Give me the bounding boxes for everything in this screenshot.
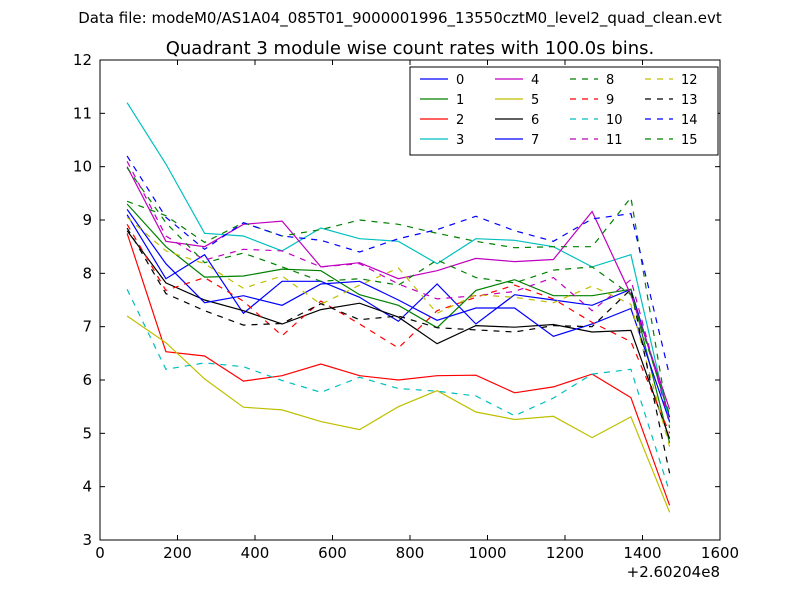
legend-label-2: 2 — [456, 113, 464, 128]
series-line-13 — [126, 227, 671, 474]
series-line-15 — [126, 167, 671, 415]
series-line-1 — [126, 203, 671, 444]
x-tick-label: 400 — [241, 544, 270, 562]
series-line-6 — [126, 230, 671, 439]
y-tick-label: 6 — [82, 371, 92, 389]
x-tick-label: 1400 — [623, 544, 661, 562]
series-lines — [126, 102, 671, 513]
legend-label-9: 9 — [606, 93, 614, 108]
series-line-7 — [126, 208, 671, 422]
y-tick-label: 7 — [82, 318, 92, 336]
y-tick-label: 12 — [73, 51, 92, 69]
x-offset-label: +2.60204e8 — [627, 563, 720, 581]
x-tick-label: 600 — [318, 544, 347, 562]
series-line-10 — [126, 289, 671, 493]
series-line-0 — [126, 214, 671, 418]
legend-label-3: 3 — [456, 133, 464, 148]
series-line-2 — [126, 233, 671, 506]
legend-label-10: 10 — [606, 113, 623, 128]
series-line-11 — [126, 161, 671, 423]
legend-label-13: 13 — [681, 93, 698, 108]
x-tick-label: 0 — [95, 544, 105, 562]
x-tick-label: 1000 — [468, 544, 506, 562]
x-tick-label: 1600 — [701, 544, 739, 562]
series-line-8 — [126, 196, 671, 429]
legend-box — [409, 66, 719, 156]
y-tick-label: 3 — [82, 531, 92, 549]
legend-label-14: 14 — [681, 113, 698, 128]
y-tick-label: 11 — [73, 104, 92, 122]
y-tick-label: 8 — [82, 264, 92, 282]
legend-label-1: 1 — [456, 93, 464, 108]
series-line-9 — [126, 223, 671, 434]
y-tick-label: 10 — [73, 158, 92, 176]
series-line-5 — [126, 315, 671, 513]
x-tick-label: 1200 — [546, 544, 584, 562]
y-tick-label: 9 — [82, 211, 92, 229]
legend-label-4: 4 — [531, 73, 539, 88]
y-tick-label: 4 — [82, 478, 92, 496]
legend-label-12: 12 — [681, 73, 698, 88]
legend-label-6: 6 — [531, 113, 539, 128]
legend-label-8: 8 — [606, 73, 614, 88]
legend-label-7: 7 — [531, 133, 539, 148]
y-tick-label: 5 — [82, 424, 92, 442]
suptitle: Data file: modeM0/AS1A04_085T01_90000019… — [78, 9, 722, 28]
axes: 0 200 400 600 800 1000 1200 1400 160034567891011… — [73, 51, 739, 581]
x-tick-label: 200 — [163, 544, 192, 562]
series-line-4 — [126, 166, 671, 410]
legend-label-0: 0 — [456, 73, 464, 88]
chart-title: Quadrant 3 module wise count rates with … — [166, 38, 655, 59]
series-line-3 — [126, 102, 671, 423]
legend-label-11: 11 — [606, 133, 623, 148]
legend-label-15: 15 — [681, 133, 698, 148]
legend-label-5: 5 — [531, 93, 539, 108]
x-tick-label: 800 — [396, 544, 425, 562]
series-line-12 — [126, 216, 671, 447]
